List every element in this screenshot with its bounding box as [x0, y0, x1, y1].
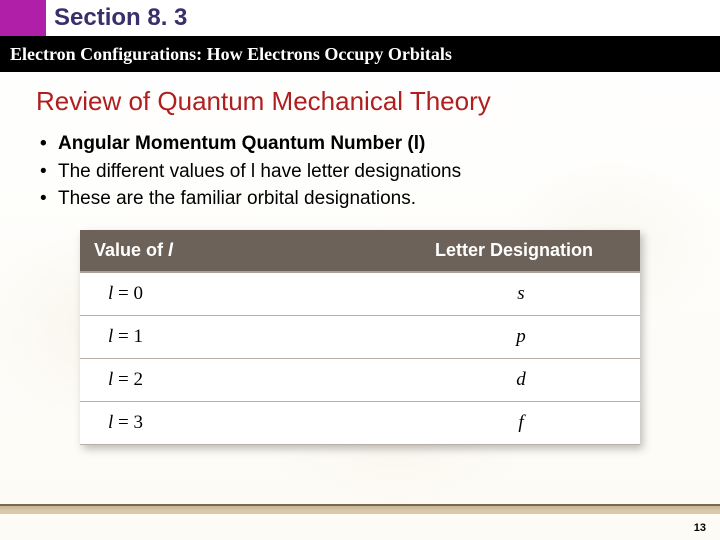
subtitle-bar: Electron Configurations: How Electrons O…: [0, 36, 720, 72]
table-header-cell: Letter Designation: [388, 230, 640, 271]
table-cell: s: [388, 273, 640, 315]
footer-divider: [0, 504, 720, 514]
page-number: 13: [694, 522, 706, 534]
italic-l: l: [168, 240, 173, 260]
orbital-table: Value of l Letter Designation l = 0 s l …: [80, 230, 640, 445]
table-cell: p: [388, 316, 640, 358]
header-text: Value of l: [94, 240, 173, 260]
bullet-list: Angular Momentum Quantum Number (l) The …: [36, 131, 684, 212]
table-row: l = 0 s: [80, 273, 640, 316]
table-cell: d: [388, 359, 640, 401]
slide-content: Review of Quantum Mechanical Theory Angu…: [0, 72, 720, 445]
bullet-item: The different values of l have letter de…: [36, 159, 684, 185]
bullet-item: Angular Momentum Quantum Number (l): [36, 131, 684, 157]
table-cell: l = 3: [80, 402, 388, 444]
table-cell: l = 0: [80, 273, 388, 315]
table-cell: f: [388, 402, 640, 444]
section-accent: [0, 0, 46, 36]
table-cell: l = 1: [80, 316, 388, 358]
section-title: Section 8. 3: [46, 0, 720, 36]
table-cell: l = 2: [80, 359, 388, 401]
table-row: l = 3 f: [80, 402, 640, 445]
table-row: l = 1 p: [80, 316, 640, 359]
table-header-cell: Value of l: [80, 230, 388, 271]
section-bar: Section 8. 3: [0, 0, 720, 36]
slide-heading: Review of Quantum Mechanical Theory: [36, 86, 684, 117]
table-row: l = 2 d: [80, 359, 640, 402]
table-header-row: Value of l Letter Designation: [80, 230, 640, 273]
bullet-item: These are the familiar orbital designati…: [36, 186, 684, 212]
